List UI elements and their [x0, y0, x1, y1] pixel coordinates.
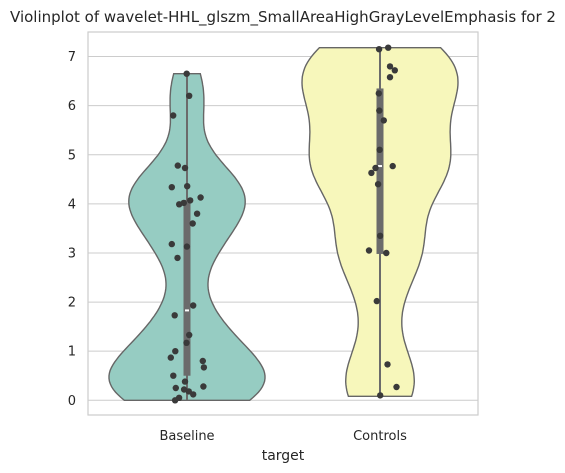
x-tick-labels: Baseline Controls: [159, 429, 407, 444]
data-point: [176, 201, 183, 208]
data-point: [200, 383, 207, 390]
data-point: [186, 331, 193, 339]
data-point: [171, 312, 178, 319]
data-point: [391, 67, 398, 74]
median-marker-controls: [378, 165, 382, 168]
data-point: [181, 378, 189, 385]
median-marker-baseline: [185, 309, 189, 312]
data-point: [168, 240, 175, 248]
data-point: [174, 254, 181, 262]
data-point: [183, 339, 190, 346]
y-tick-label: 0: [68, 394, 76, 409]
data-point: [199, 357, 206, 365]
data-point: [377, 232, 384, 239]
data-point: [197, 194, 204, 201]
data-point: [174, 162, 181, 169]
data-point: [368, 169, 375, 177]
data-point: [377, 392, 384, 399]
data-point: [385, 44, 392, 51]
data-point: [183, 70, 190, 77]
data-point: [186, 92, 193, 100]
data-point: [190, 391, 197, 398]
data-point: [170, 372, 177, 379]
y-tick-label: 7: [68, 50, 76, 65]
data-point: [184, 183, 191, 190]
data-point: [383, 249, 390, 257]
data-point: [189, 220, 196, 227]
data-point: [193, 210, 201, 217]
y-tick-label: 2: [68, 296, 76, 311]
x-tick-label: Controls: [353, 429, 407, 444]
y-tick-labels: 0 1 2 3 4 5 6 7: [68, 50, 76, 409]
data-point: [181, 164, 189, 172]
data-point: [389, 162, 396, 170]
data-point: [200, 364, 208, 371]
data-point: [393, 383, 400, 391]
plot-frame: [87, 31, 479, 416]
x-axis-label: target: [262, 448, 305, 464]
y-tick-label: 6: [68, 99, 76, 114]
data-point: [373, 297, 380, 305]
iqr-box-baseline: [183, 199, 191, 376]
data-point: [190, 302, 197, 309]
data-point: [187, 197, 194, 204]
data-point: [171, 397, 179, 404]
data-point: [172, 384, 179, 392]
data-point: [376, 146, 383, 153]
data-point: [375, 46, 383, 53]
data-point: [386, 63, 394, 70]
y-tick-label: 1: [68, 345, 76, 360]
x-tick-label: Baseline: [159, 429, 214, 444]
data-point: [384, 361, 391, 368]
data-point: [167, 354, 174, 361]
data-point: [168, 184, 175, 191]
data-point: [386, 74, 394, 81]
data-point: [172, 348, 179, 355]
y-tick-label: 4: [68, 197, 76, 212]
y-tick-label: 3: [68, 246, 76, 261]
data-point: [365, 247, 373, 254]
data-point: [372, 164, 379, 172]
data-point: [375, 90, 382, 97]
data-point: [183, 243, 191, 250]
data-point: [376, 107, 383, 114]
chart-title: Violinplot of wavelet-HHL_glszm_SmallAre…: [10, 8, 556, 27]
data-point: [170, 112, 177, 119]
iqr-box-controls: [376, 88, 384, 254]
y-tick-label: 5: [68, 148, 76, 163]
data-point: [374, 181, 382, 188]
violins: [108, 44, 459, 404]
data-point: [380, 117, 387, 124]
